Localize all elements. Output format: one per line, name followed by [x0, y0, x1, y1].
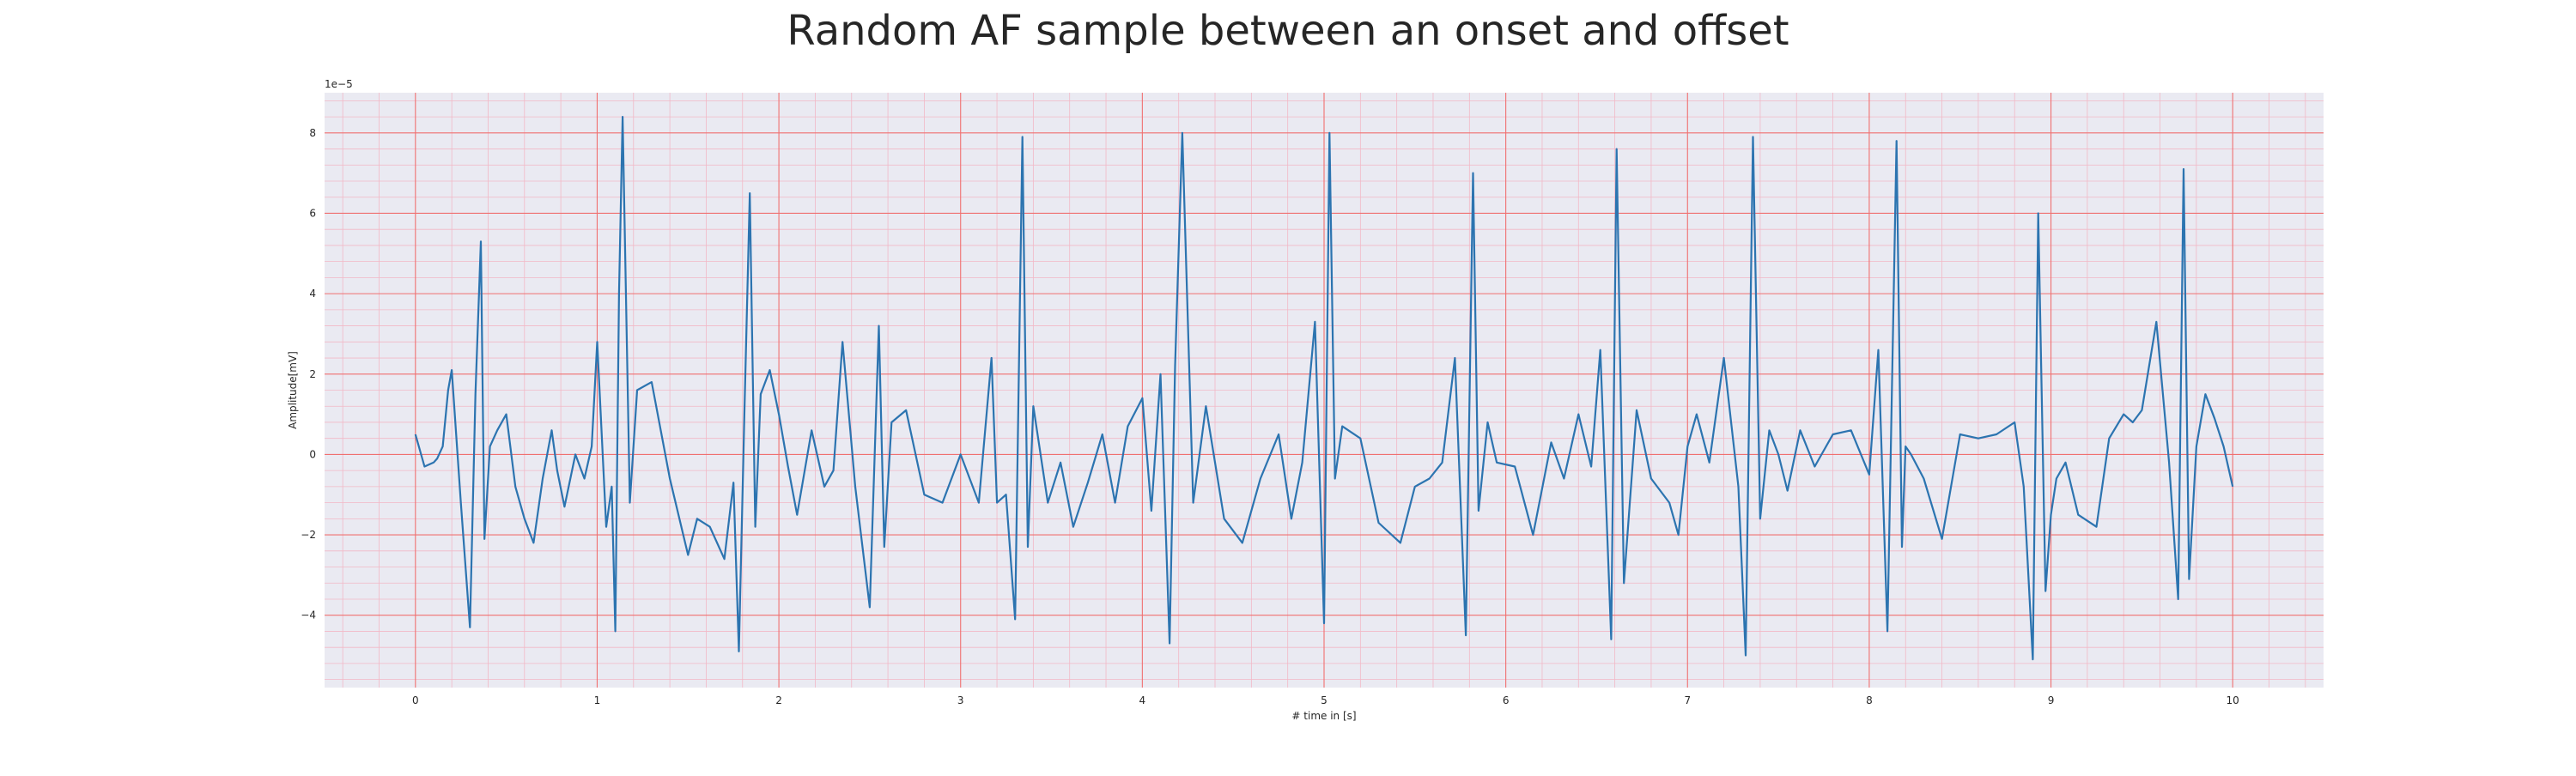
- y-axis-offset-label: 1e−5: [325, 78, 353, 90]
- y-tick-label: −2: [301, 529, 316, 541]
- y-tick-label: 0: [309, 448, 316, 460]
- x-tick-label: 4: [1139, 694, 1146, 706]
- x-tick-label: 3: [957, 694, 964, 706]
- x-axis-ticks: 0 1 2 3 4 5 6 7 8 9 10: [412, 694, 2239, 706]
- x-tick-label: 0: [412, 694, 419, 706]
- x-tick-label: 6: [1503, 694, 1510, 706]
- y-tick-label: 6: [309, 207, 316, 219]
- y-tick-label: −4: [301, 609, 316, 621]
- y-tick-label: 4: [309, 288, 316, 300]
- x-tick-label: 9: [2048, 694, 2055, 706]
- y-tick-label: 8: [309, 127, 316, 139]
- x-tick-label: 8: [1866, 694, 1873, 706]
- x-tick-label: 2: [775, 694, 782, 706]
- x-tick-label: 5: [1321, 694, 1327, 706]
- x-tick-label: 1: [594, 694, 601, 706]
- x-tick-label: 10: [2227, 694, 2239, 706]
- major-grid: [325, 93, 2324, 688]
- y-axis-ticks: −4 −2 0 2 4 6 8: [301, 127, 316, 621]
- chart-title: Random AF sample between an onset and of…: [787, 7, 1789, 55]
- x-axis-label: # time in [s]: [1291, 710, 1356, 722]
- x-tick-label: 7: [1684, 694, 1691, 706]
- y-tick-label: 2: [309, 368, 316, 380]
- series-line: [414, 116, 2234, 661]
- y-axis-label: Amplitude[mV]: [287, 351, 299, 429]
